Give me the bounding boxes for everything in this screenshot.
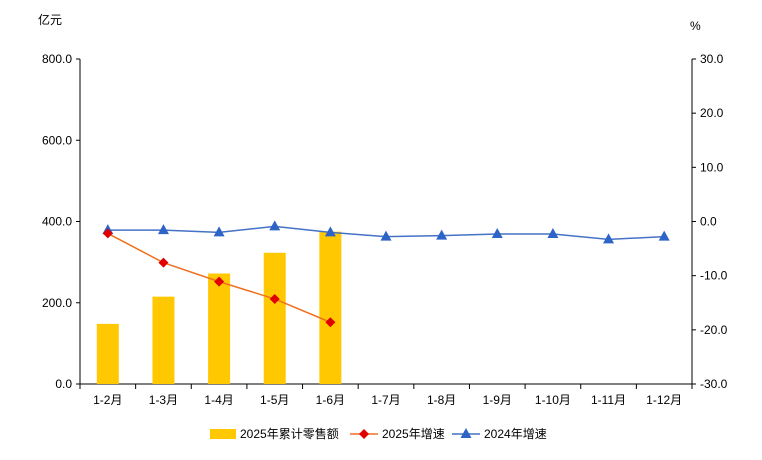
marker-triangle <box>269 220 281 231</box>
x-tick-label: 1-2月 <box>93 393 122 407</box>
legend-label: 2025年累计零售额 <box>240 426 339 441</box>
right-tick-label: 0.0 <box>700 215 717 229</box>
x-tick-label: 1-5月 <box>260 393 289 407</box>
right-tick-label: -20.0 <box>700 323 728 337</box>
bar-1-6月 <box>319 231 342 384</box>
left-axis-unit: 亿元 <box>38 12 62 27</box>
legend-label: 2024年增速 <box>484 427 547 441</box>
left-tick-label: 800.0 <box>42 52 72 66</box>
marker-triangle <box>380 230 392 241</box>
x-tick-label: 1-12月 <box>646 393 682 407</box>
bar-1-3月 <box>152 296 175 384</box>
legend-marker-triangle <box>460 428 472 438</box>
marker-triangle <box>547 227 559 238</box>
x-tick-label: 1-9月 <box>483 393 512 407</box>
marker-triangle <box>213 226 225 237</box>
right-tick-label: -30.0 <box>700 377 728 391</box>
right-tick-label: 10.0 <box>700 160 724 174</box>
left-tick-label: 0.0 <box>55 377 72 391</box>
legend-label: 2025年增速 <box>382 427 445 441</box>
marker-diamond <box>325 317 336 328</box>
left-tick-label: 600.0 <box>42 133 72 147</box>
marker-triangle <box>324 226 336 237</box>
x-tick-label: 1-4月 <box>204 393 233 407</box>
marker-diamond <box>158 257 169 268</box>
legend-swatch-bar <box>210 429 236 439</box>
left-tick-label: 200.0 <box>42 296 72 310</box>
right-tick-label: 20.0 <box>700 106 724 120</box>
marker-triangle <box>157 224 169 235</box>
legend-marker-diamond <box>359 429 369 439</box>
left-tick-label: 400.0 <box>42 215 72 229</box>
marker-diamond <box>214 276 225 287</box>
marker-triangle <box>658 230 670 241</box>
marker-diamond <box>102 228 113 239</box>
x-tick-label: 1-8月 <box>427 393 456 407</box>
bar-1-4月 <box>208 273 231 384</box>
marker-triangle <box>436 229 448 240</box>
marker-diamond <box>269 293 280 304</box>
x-tick-label: 1-10月 <box>535 393 571 407</box>
x-tick-label: 1-6月 <box>316 393 345 407</box>
right-axis-unit: % <box>690 19 701 33</box>
right-tick-label: 30.0 <box>700 52 724 66</box>
x-tick-label: 1-3月 <box>149 393 178 407</box>
x-tick-label: 1-11月 <box>591 393 626 407</box>
bar-1-5月 <box>263 252 286 384</box>
marker-triangle <box>491 227 503 238</box>
x-tick-label: 1-7月 <box>371 393 400 407</box>
bar-1-2月 <box>96 323 119 384</box>
marker-triangle <box>603 233 615 244</box>
right-tick-label: -10.0 <box>700 269 728 283</box>
